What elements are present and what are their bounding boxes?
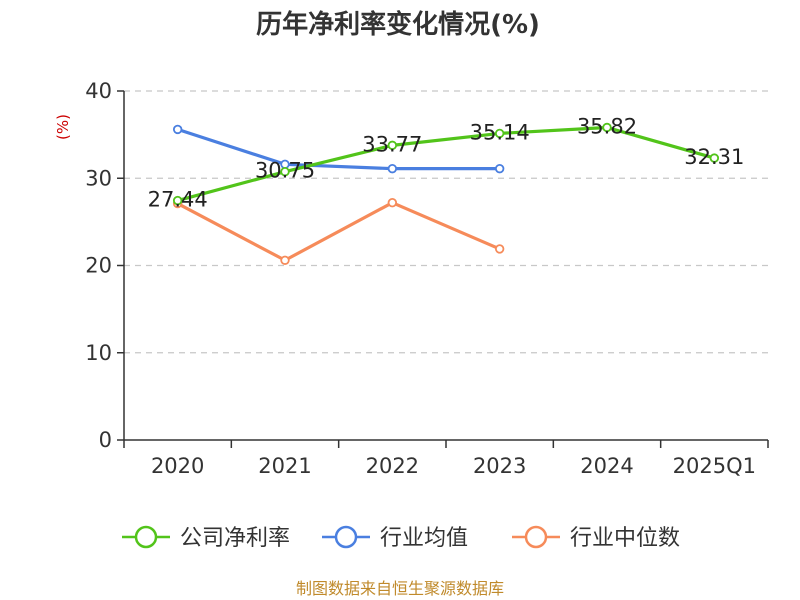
legend-label: 公司净利率 <box>180 526 290 551</box>
legend-item-2[interactable]: 行业中位数 <box>512 525 680 551</box>
x-tick-label: 2020 <box>151 454 204 478</box>
data-point[interactable] <box>387 140 398 151</box>
data-label: 27.44 <box>148 188 208 212</box>
series-layer <box>172 122 720 265</box>
data-label: 35.14 <box>470 120 530 144</box>
data-point[interactable] <box>494 128 505 139</box>
data-labels: 27.44 30.75 33.77 35.14 35.82 32.31 <box>148 114 745 211</box>
data-point[interactable] <box>387 163 398 174</box>
data-point[interactable] <box>602 122 612 133</box>
legend-marker-icon <box>134 525 158 549</box>
legend-marker-icon <box>334 525 358 549</box>
x-tick-label: 2025Q1 <box>673 454 756 478</box>
data-point[interactable] <box>709 153 720 163</box>
legend-item-0[interactable]: 公司净利率 <box>122 525 290 551</box>
series-2 <box>172 197 505 265</box>
data-label: 33.77 <box>362 132 422 156</box>
y-tick-label: 20 <box>85 254 112 278</box>
series-line <box>176 201 501 262</box>
y-tick-label: 40 <box>85 79 112 103</box>
series-line <box>177 125 715 203</box>
data-point[interactable] <box>280 167 290 177</box>
series-0 <box>172 122 720 206</box>
x-tick-label: 2021 <box>258 454 311 478</box>
data-point[interactable] <box>387 197 398 208</box>
axes: 0 10 20 30 40 2020 2021 2022 2023 2024 2025Q1 <box>85 79 769 478</box>
data-label: 30.75 <box>255 159 315 183</box>
data-point[interactable] <box>172 124 183 135</box>
y-tick-label: 10 <box>85 341 112 365</box>
legend-label: 行业均值 <box>380 526 468 551</box>
data-label: 32.31 <box>684 145 744 169</box>
chart-title: 历年净利率变化情况(%) <box>256 9 540 40</box>
data-point[interactable] <box>494 163 505 174</box>
legend[interactable]: 公司净利率 行业均值 行业中位数 <box>122 525 680 551</box>
y-axis-label: (%) <box>54 114 72 140</box>
y-tick-label: 0 <box>99 428 112 452</box>
data-point[interactable] <box>172 195 183 206</box>
data-point[interactable] <box>494 244 505 254</box>
legend-label: 行业中位数 <box>570 526 680 551</box>
data-label: 35.82 <box>577 114 637 138</box>
x-tick-label: 2024 <box>580 454 633 478</box>
y-tick-label: 30 <box>85 166 112 190</box>
legend-item-1[interactable]: 行业均值 <box>322 525 468 551</box>
legend-marker-icon <box>524 525 548 549</box>
series-1 <box>172 124 505 174</box>
series-line <box>177 127 500 171</box>
data-point[interactable] <box>280 255 290 265</box>
grid-lines <box>124 90 768 354</box>
x-tick-label: 2023 <box>473 454 526 478</box>
source-footer: 制图数据来自恒生聚源数据库 <box>296 579 504 598</box>
x-tick-label: 2022 <box>366 454 419 478</box>
